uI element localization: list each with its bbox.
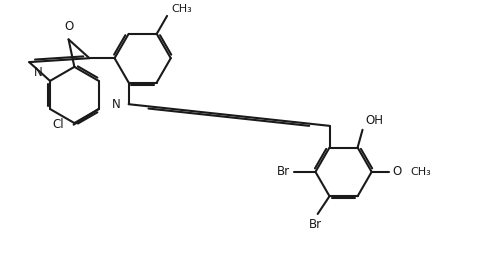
Text: N: N — [34, 66, 43, 79]
Text: CH₃: CH₃ — [410, 167, 431, 177]
Text: O: O — [393, 165, 402, 178]
Text: Br: Br — [309, 218, 322, 231]
Text: Br: Br — [277, 165, 290, 178]
Text: CH₃: CH₃ — [171, 4, 192, 14]
Text: Cl: Cl — [52, 118, 64, 131]
Text: OH: OH — [365, 114, 383, 127]
Text: N: N — [112, 98, 121, 111]
Text: O: O — [64, 20, 73, 34]
